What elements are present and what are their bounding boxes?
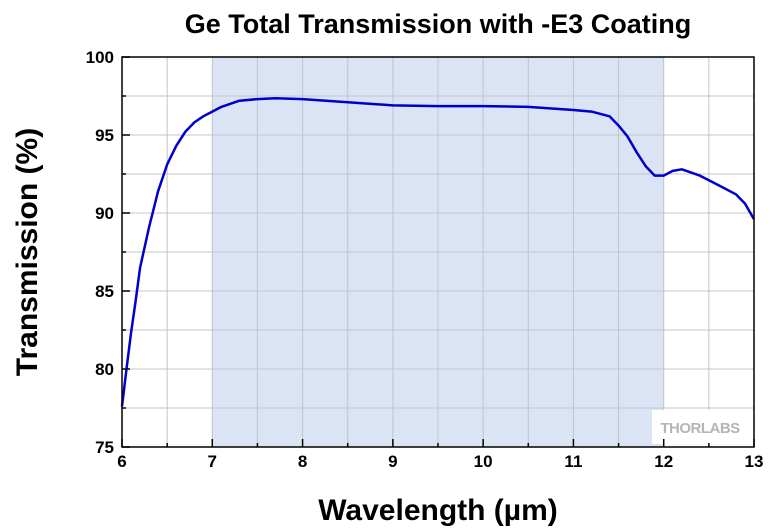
x-tick-label: 6	[117, 452, 126, 471]
y-tick-label: 85	[95, 282, 114, 301]
x-tick-label: 11	[564, 452, 582, 471]
chart-title: Ge Total Transmission with -E3 Coating	[185, 9, 692, 39]
y-tick-label: 80	[95, 360, 114, 379]
y-axis: 75 80 85 90 95 100	[86, 48, 130, 457]
x-tick-label: 13	[745, 452, 764, 471]
y-tick-label: 95	[95, 126, 114, 145]
series-line-0	[120, 97, 756, 407]
watermark-logo: THORLABS	[652, 410, 748, 444]
y-tick-label: 100	[86, 48, 114, 67]
x-tick-label: 8	[298, 452, 307, 471]
y-tick-label: 90	[95, 204, 114, 223]
x-tick-label: 7	[208, 452, 217, 471]
y-tick-label: 75	[95, 438, 114, 457]
x-axis: 6 7 8 9 10 11 12 13	[117, 439, 763, 471]
x-tick-label: 12	[654, 452, 673, 471]
x-tick-label: 9	[388, 452, 397, 471]
y-axis-label: Transmission (%)	[11, 128, 44, 376]
watermark-text: THORLABS	[660, 420, 740, 437]
x-tick-label: 10	[474, 452, 493, 471]
x-axis-label: Wavelength (µm)	[318, 494, 558, 527]
